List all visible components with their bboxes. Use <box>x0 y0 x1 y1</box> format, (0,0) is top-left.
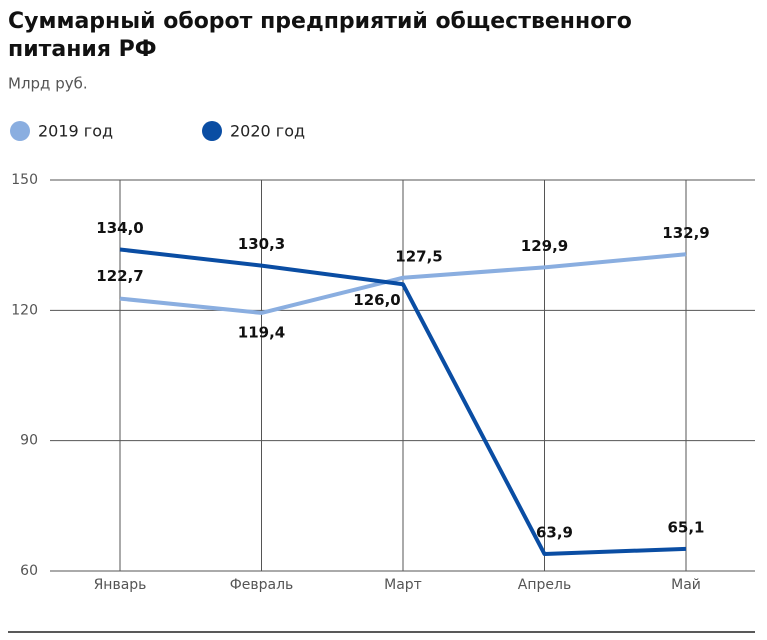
x-tick-label: Апрель <box>518 577 571 593</box>
series-line <box>119 247 687 557</box>
legend-swatch <box>202 121 222 141</box>
x-tick-label: Март <box>384 577 422 593</box>
chart-subtitle: Млрд руб. <box>8 75 88 93</box>
y-tick-label: 60 <box>20 563 38 579</box>
value-label: 65,1 <box>667 518 704 536</box>
value-label: 132,9 <box>662 224 709 242</box>
y-tick-label: 120 <box>11 302 38 318</box>
value-label: 122,7 <box>96 267 143 285</box>
x-tick-label: Январь <box>94 577 147 593</box>
value-label: 127,5 <box>395 247 442 265</box>
value-label: 63,9 <box>536 524 573 542</box>
legend-label: 2020 год <box>230 122 305 141</box>
value-label: 126,0 <box>353 291 400 309</box>
value-label: 130,3 <box>238 235 285 253</box>
chart-title: Суммарный оборот предприятий общественно… <box>8 9 632 62</box>
legend-label: 2019 год <box>38 122 113 141</box>
y-tick-label: 90 <box>20 433 38 449</box>
x-tick-label: Май <box>671 577 701 593</box>
y-tick-label: 150 <box>11 172 38 188</box>
value-label: 134,0 <box>96 219 143 237</box>
value-label: 119,4 <box>238 323 285 341</box>
value-label: 129,9 <box>521 237 568 255</box>
series-line <box>119 252 687 315</box>
legend-swatch <box>10 121 30 141</box>
x-tick-label: Февраль <box>230 577 294 593</box>
